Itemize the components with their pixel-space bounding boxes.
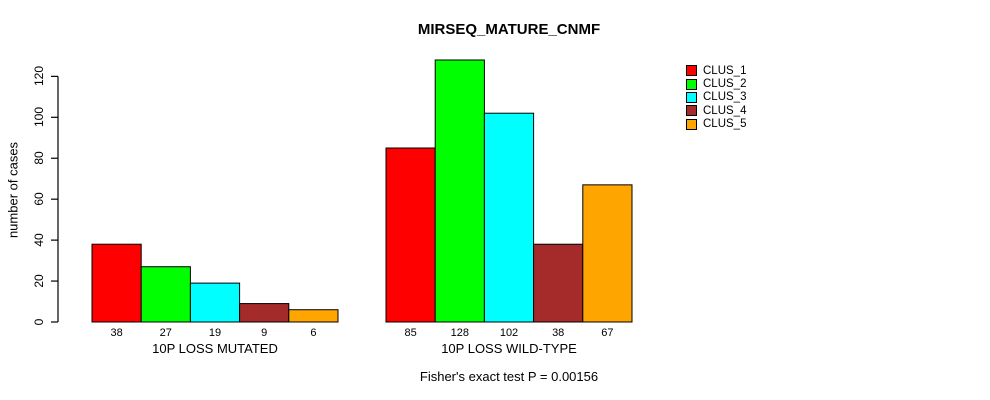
bar-value-label: 67 [601, 327, 614, 339]
legend-row: CLUS_1 [686, 64, 746, 77]
legend-swatch [686, 105, 697, 117]
legend-swatch [686, 91, 697, 103]
x-group-label: 10P LOSS WILD-TYPE [441, 341, 577, 356]
bar [91, 243, 142, 323]
bar-value-label: 38 [552, 327, 565, 339]
bar-value-label: 27 [159, 327, 172, 339]
legend-row: CLUS_5 [686, 118, 746, 131]
y-tick-label: 120 [32, 66, 46, 87]
legend-swatch [686, 118, 697, 130]
bar [483, 112, 535, 323]
legend-row: CLUS_3 [686, 91, 746, 104]
legend: CLUS_1 CLUS_2 CLUS_3 CLUS_4 CLUS_5 [686, 64, 746, 131]
bar-value-label: 128 [450, 327, 469, 339]
bar [582, 184, 633, 323]
bar [434, 59, 485, 323]
legend-label: CLUS_4 [703, 104, 747, 117]
legend-label: CLUS_5 [703, 118, 747, 131]
chart-title: MIRSEQ_MATURE_CNMF [417, 21, 601, 38]
bar [140, 266, 191, 323]
bar [239, 303, 290, 323]
bar-value-label: 38 [110, 327, 123, 339]
x-group-label: 10P LOSS MUTATED [152, 341, 278, 356]
bar-value-label: 102 [499, 327, 519, 339]
bar-value-label: 6 [310, 327, 317, 339]
bar [385, 147, 436, 323]
bar [189, 282, 241, 323]
bar-value-label: 9 [261, 327, 268, 339]
y-tick-label: 20 [32, 274, 46, 288]
bar [288, 309, 339, 323]
legend-swatch [686, 78, 697, 90]
bar-value-label: 19 [208, 327, 222, 339]
annotation-text: Fisher's exact test P = 0.00156 [419, 369, 599, 384]
legend-label: CLUS_2 [703, 78, 747, 91]
legend-swatch [686, 65, 697, 77]
bar [533, 243, 584, 323]
legend-row: CLUS_4 [686, 104, 746, 117]
y-tick-label: 0 [32, 318, 46, 326]
y-tick-label: 80 [32, 151, 46, 165]
bar-value-label: 85 [404, 327, 417, 339]
legend-row: CLUS_2 [686, 77, 746, 90]
y-tick-label: 40 [32, 233, 46, 247]
y-tick-label: 100 [32, 107, 46, 128]
y-tick-label: 60 [32, 192, 46, 206]
legend-label: CLUS_3 [703, 91, 747, 104]
legend-label: CLUS_1 [703, 64, 747, 77]
